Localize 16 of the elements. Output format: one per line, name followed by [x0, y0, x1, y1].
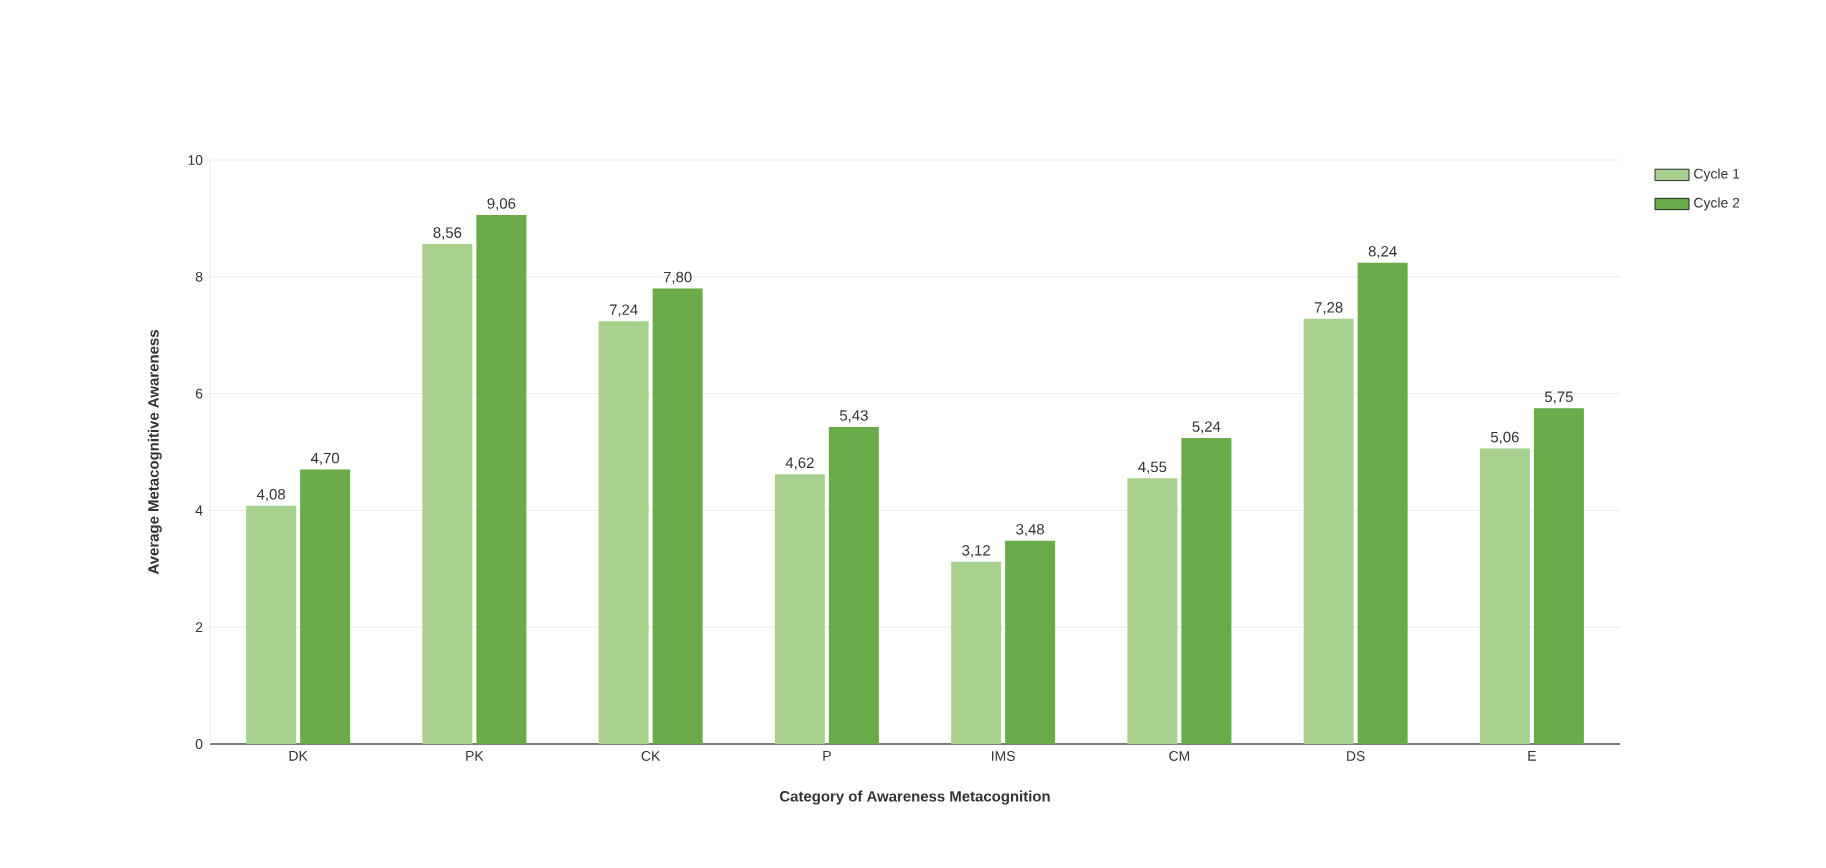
bar	[246, 505, 297, 744]
bar	[1181, 437, 1232, 744]
bar	[652, 288, 703, 744]
bar	[1533, 408, 1584, 744]
bar	[951, 561, 1002, 744]
bar	[422, 244, 473, 744]
bar	[300, 469, 351, 744]
bar	[774, 474, 825, 744]
bar	[1005, 540, 1056, 744]
bar	[1303, 318, 1354, 744]
bar	[1479, 448, 1530, 744]
bar	[476, 214, 527, 744]
bar	[828, 426, 879, 744]
bar	[598, 321, 649, 744]
bar	[1357, 262, 1408, 744]
bar	[1127, 478, 1178, 744]
